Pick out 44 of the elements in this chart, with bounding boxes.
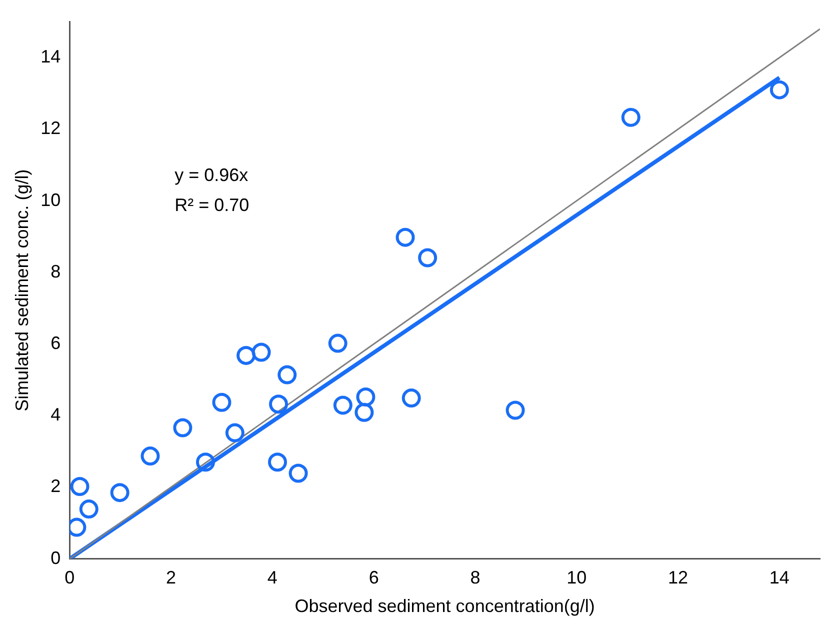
annotation: y = 0.96x [174,164,248,185]
y-tick-label: 4 [50,404,61,425]
x-tick-label: 12 [668,568,688,588]
point [140,446,160,466]
point [196,452,215,472]
y-tick-label: 10 [40,190,61,210]
point [70,476,90,496]
point [770,80,789,100]
point [506,400,525,420]
point [252,342,271,362]
x-tick-label: 8 [470,568,480,588]
point [621,108,640,127]
x-tick-label: 10 [566,568,587,588]
annotation: R² = 0.70 [174,194,250,215]
point [173,418,192,438]
y-tick-label: 0 [50,548,61,568]
point [278,365,297,384]
point [356,387,376,406]
point [328,334,348,353]
x-tick-label: 14 [769,568,790,588]
x-axis-title: Observed sediment concentration(g/l) [294,596,595,616]
y-tick-label: 8 [50,261,61,282]
y-tick-label: 2 [50,476,61,496]
point [333,396,352,415]
point [396,228,415,247]
point [288,464,308,483]
point [212,392,232,412]
y-tick-label: 6 [50,332,61,353]
x-tick-label: 0 [64,568,75,588]
y-axis-title: Simulated sediment conc. (g/l) [12,169,32,412]
x-tick-label: 6 [368,568,379,588]
point [225,423,244,442]
x-tick-label: 2 [166,568,176,588]
point [79,500,98,519]
point [402,388,421,408]
point [268,452,287,472]
point [354,402,374,422]
point [236,346,256,365]
x-tick-label: 4 [267,568,278,588]
y-tick-label: 12 [40,118,61,138]
point [110,483,130,502]
y-tick-label: 14 [40,46,61,67]
point [418,248,438,268]
point [269,394,288,414]
